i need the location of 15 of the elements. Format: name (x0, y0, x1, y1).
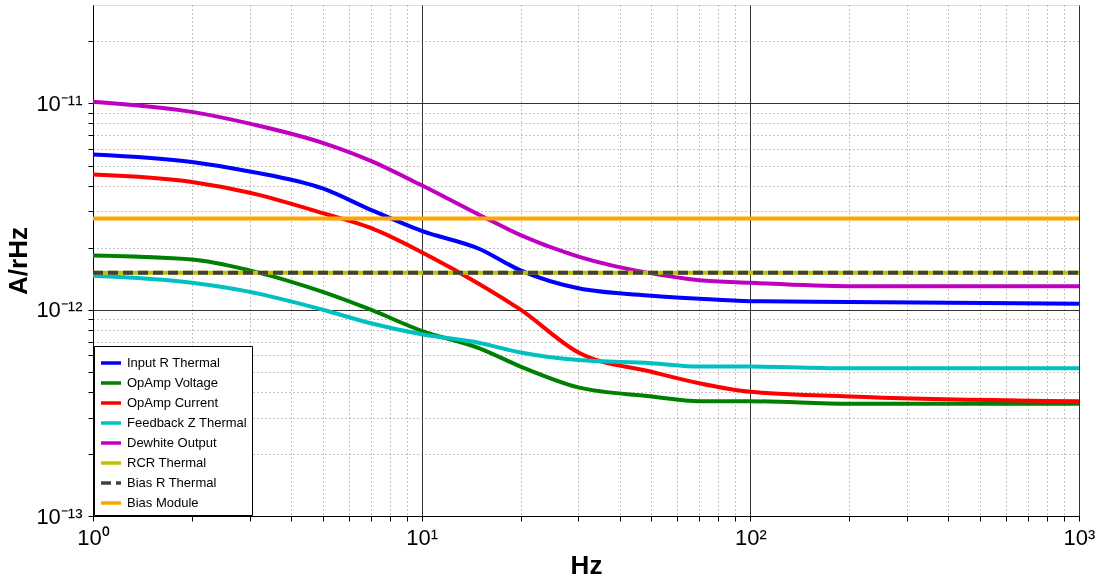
y-tick-label: 10⁻¹¹ (36, 90, 83, 116)
y-axis-title: A/rHz (3, 227, 34, 295)
legend-label: Dewhite Output (127, 435, 217, 450)
legend-label: OpAmp Current (127, 395, 219, 410)
x-tick-label: 10² (734, 524, 767, 550)
legend-label: RCR Thermal (127, 455, 207, 470)
legend-label: Bias R Thermal (127, 475, 217, 490)
x-tick-label: 10³ (1063, 524, 1096, 550)
x-tick-label: 10¹ (406, 524, 439, 550)
x-axis-title: Hz (570, 549, 603, 580)
legend-label: OpAmp Voltage (127, 375, 219, 390)
legend-label: Feedback Z Thermal (127, 415, 247, 430)
legend-label: Input R Thermal (127, 355, 221, 370)
legend-label: Bias Module (127, 495, 199, 510)
y-tick-label: 10⁻¹² (36, 297, 83, 323)
